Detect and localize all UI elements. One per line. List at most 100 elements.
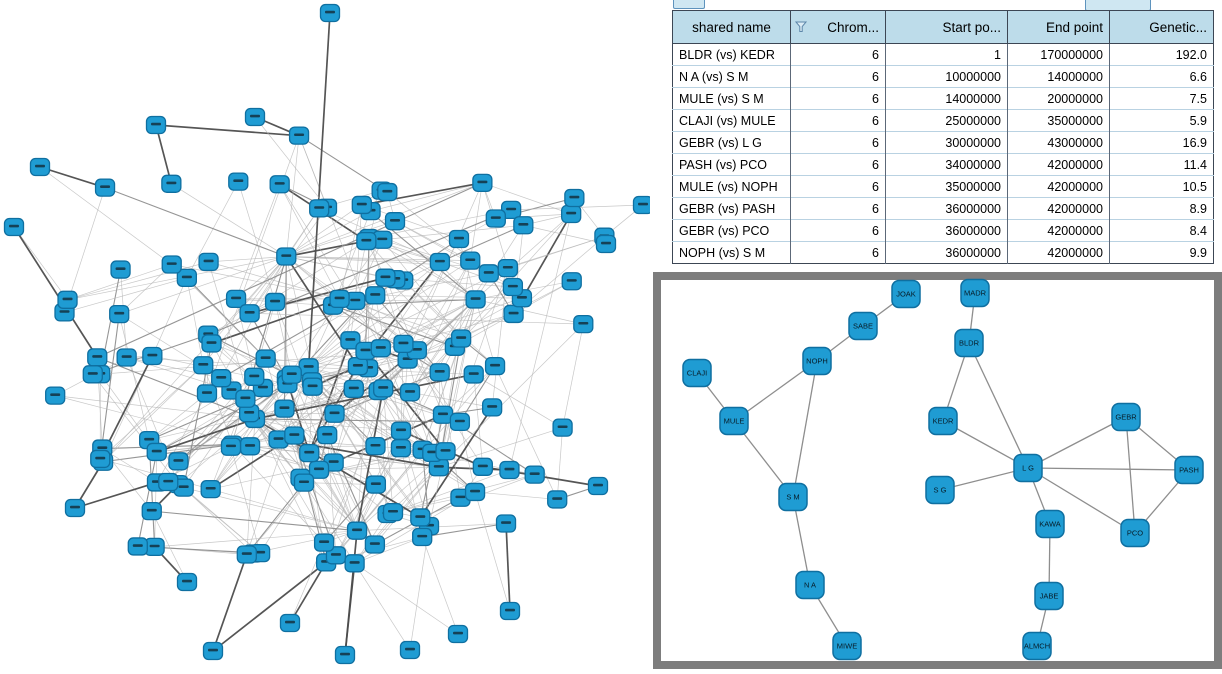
cell-value[interactable]: 35000000 [1008, 110, 1110, 132]
network-node[interactable] [386, 213, 405, 230]
network-edge-BLDR-L G[interactable] [969, 343, 1028, 468]
network-node[interactable] [143, 348, 162, 365]
cell-value[interactable]: 16.9 [1110, 132, 1214, 154]
network-node[interactable] [348, 522, 367, 539]
cell-value[interactable]: 192.0 [1110, 44, 1214, 66]
network-node-SM[interactable]: S M [779, 484, 807, 511]
network-node-PASH[interactable]: PASH [1175, 457, 1203, 484]
network-node[interactable] [634, 197, 651, 214]
network-node[interactable] [277, 248, 296, 265]
network-node[interactable] [500, 462, 519, 479]
network-node[interactable] [348, 358, 367, 375]
network-node[interactable] [366, 438, 385, 455]
network-node[interactable] [501, 603, 520, 620]
network-node[interactable] [91, 450, 110, 467]
network-node[interactable] [514, 217, 533, 234]
network-node[interactable] [275, 400, 294, 417]
network-node[interactable] [330, 290, 349, 307]
network-node[interactable] [562, 206, 581, 223]
network-node[interactable] [58, 291, 77, 308]
network-node[interactable] [204, 643, 223, 660]
network-node[interactable] [241, 438, 260, 455]
network-node-NOPH[interactable]: NOPH [803, 348, 831, 375]
network-node[interactable] [246, 109, 265, 126]
network-node[interactable] [178, 574, 197, 591]
cell-value[interactable]: 6 [791, 176, 886, 198]
cell-value[interactable]: 11.4 [1110, 154, 1214, 176]
network-edge-NOPH-S M[interactable] [793, 361, 817, 497]
network-edge-L G-PASH[interactable] [1028, 468, 1189, 470]
cell-value[interactable]: 36000000 [886, 198, 1008, 220]
network-node-GEBR[interactable]: GEBR [1112, 404, 1140, 431]
network-node[interactable] [321, 5, 340, 22]
network-node[interactable] [574, 316, 593, 333]
network-node[interactable] [376, 269, 395, 286]
cell-shared-name[interactable]: GEBR (vs) L G [673, 132, 791, 154]
network-node[interactable] [159, 474, 178, 491]
overview-network-canvas[interactable] [0, 0, 650, 669]
cell-value[interactable]: 36000000 [886, 220, 1008, 242]
network-node-BLDR[interactable]: BLDR [955, 330, 983, 357]
network-node-JABE[interactable]: JABE [1035, 583, 1063, 610]
network-node-CLAJI[interactable]: CLAJI [683, 360, 711, 387]
network-node[interactable] [236, 390, 255, 407]
network-edge-L G-GEBR[interactable] [1028, 417, 1126, 468]
cell-value[interactable]: 10.5 [1110, 176, 1214, 198]
network-node[interactable] [310, 200, 329, 217]
network-node[interactable] [392, 422, 411, 439]
network-node[interactable] [240, 305, 259, 322]
network-node[interactable] [46, 387, 65, 404]
cell-value[interactable]: 6 [791, 242, 886, 264]
network-node[interactable] [597, 236, 616, 253]
column-header-genetic[interactable]: Genetic... [1110, 11, 1214, 44]
network-node[interactable] [449, 626, 468, 643]
network-node[interactable] [96, 179, 115, 196]
network-node[interactable] [303, 378, 322, 395]
cell-shared-name[interactable]: N A (vs) S M [673, 66, 791, 88]
network-node[interactable] [5, 219, 24, 236]
network-node[interactable] [282, 366, 301, 383]
network-node[interactable] [504, 305, 523, 322]
network-node[interactable] [270, 176, 289, 193]
cell-shared-name[interactable]: GEBR (vs) PASH [673, 198, 791, 220]
network-node[interactable] [449, 230, 468, 247]
network-node[interactable] [436, 443, 455, 460]
network-node-MADR[interactable]: MADR [961, 280, 989, 307]
network-node-ALMCH[interactable]: ALMCH [1023, 633, 1051, 660]
cell-value[interactable]: 6 [791, 110, 886, 132]
cell-shared-name[interactable]: NOPH (vs) S M [673, 242, 791, 264]
network-node[interactable] [245, 368, 264, 385]
network-node[interactable] [315, 534, 334, 551]
network-node[interactable] [562, 273, 581, 290]
network-node[interactable] [145, 538, 164, 555]
network-node[interactable] [117, 349, 136, 366]
cell-value[interactable]: 36000000 [886, 242, 1008, 264]
network-node[interactable] [461, 252, 480, 269]
network-node[interactable] [357, 233, 376, 250]
network-node[interactable] [336, 647, 355, 664]
cell-value[interactable]: 6 [791, 220, 886, 242]
network-node[interactable] [229, 173, 248, 190]
cell-shared-name[interactable]: CLAJI (vs) MULE [673, 110, 791, 132]
network-node[interactable] [142, 503, 161, 520]
cell-value[interactable]: 6.6 [1110, 66, 1214, 88]
network-node[interactable] [365, 536, 384, 553]
cell-shared-name[interactable]: GEBR (vs) PCO [673, 220, 791, 242]
network-node[interactable] [483, 399, 502, 416]
network-node[interactable] [374, 380, 393, 397]
column-header-shared-name[interactable]: shared name [673, 11, 791, 44]
cell-value[interactable]: 170000000 [1008, 44, 1110, 66]
network-node[interactable] [344, 380, 363, 397]
network-node[interactable] [430, 364, 449, 381]
cell-value[interactable]: 6 [791, 154, 886, 176]
network-node[interactable] [378, 184, 397, 201]
network-node[interactable] [66, 500, 85, 517]
